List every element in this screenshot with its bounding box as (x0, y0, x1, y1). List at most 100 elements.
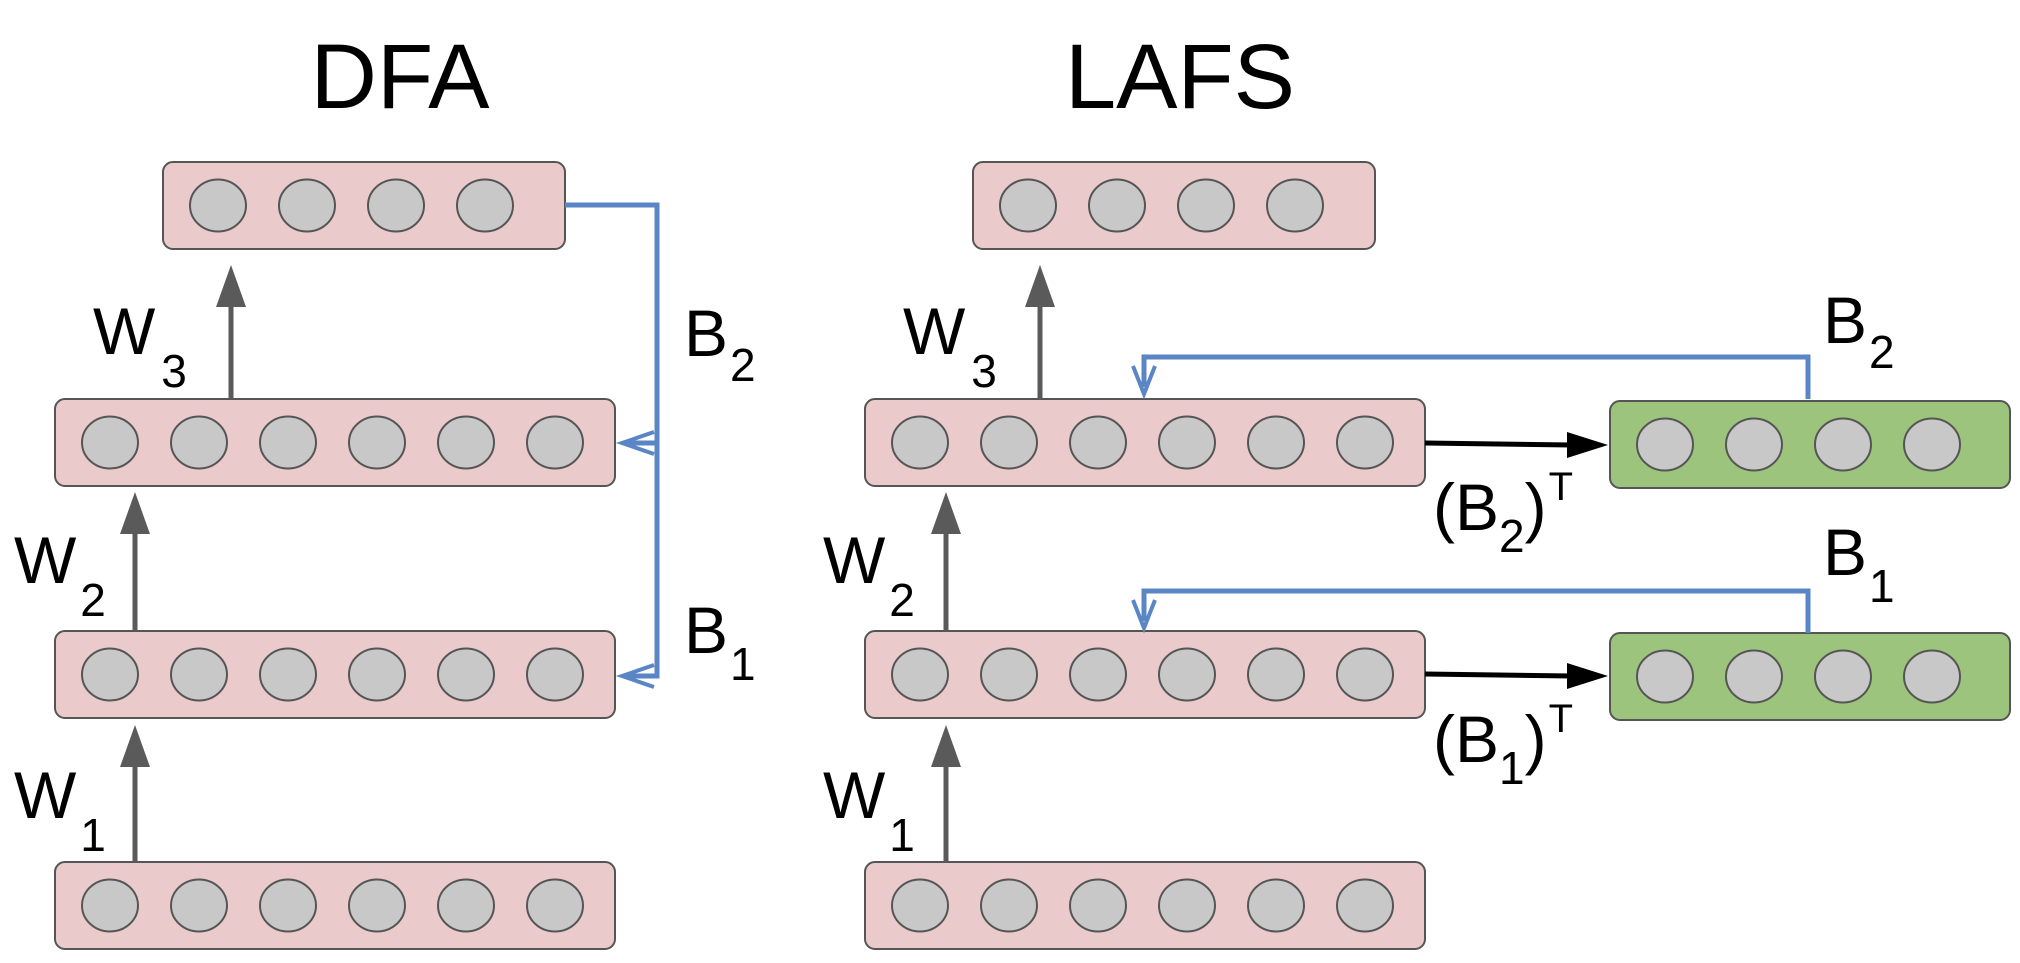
lafs-label-b2: B2 (1823, 283, 1895, 378)
lafs-hidden2-neuron (1069, 415, 1127, 470)
lafs-feedback-layer-1 (1609, 632, 2011, 721)
lafs-feedback2-neuron (1636, 417, 1694, 472)
dfa-hidden2-neuron (81, 415, 139, 470)
lafs-feedback1-neuron (1725, 649, 1783, 704)
lafs-label-b2-transpose: (B2)T (1433, 465, 1573, 562)
lafs-output-box (972, 161, 1376, 250)
dfa-output-neuron (367, 178, 425, 233)
dfa-input-layer (54, 861, 616, 950)
lafs-hidden2-neuron (1247, 415, 1305, 470)
dfa-label-w3: W3 (93, 294, 187, 397)
lafs-input-neuron (891, 878, 949, 933)
dfa-label-b1: B1 (684, 593, 756, 690)
dfa-hidden1-neuron (526, 647, 584, 702)
lafs-label-w1: W1 (823, 758, 915, 861)
dfa-input-neuron (526, 878, 584, 933)
lafs-hidden-layer-1 (864, 630, 1426, 719)
lafs-hidden2-neuron (980, 415, 1038, 470)
dfa-feedback-arrowhead-b1 (615, 663, 655, 689)
lafs-output-neuron (1177, 178, 1235, 233)
svg-text:W3: W3 (93, 294, 187, 397)
lafs-hidden1-neuron (1247, 647, 1305, 702)
lafs-output-neuron (1088, 178, 1146, 233)
svg-text:W2: W2 (14, 523, 106, 626)
lafs-network: W1 W2 W3 B2 B1 (B2)T (B1)T (823, 161, 2011, 950)
lafs-label-w3: W3 (903, 294, 997, 397)
lafs-input-neuron (1247, 878, 1305, 933)
lafs-feedback2-box (1609, 400, 2011, 489)
dfa-feedback-path (565, 202, 660, 689)
svg-text:(B1)T: (B1)T (1433, 697, 1573, 794)
lafs-feedback-arrowhead-b2 (1131, 365, 1157, 400)
lafs-feedback1-neuron (1636, 649, 1694, 704)
lafs-hidden1-neuron (891, 647, 949, 702)
lafs-feedback2-neuron (1814, 417, 1872, 472)
dfa-input-neuron (81, 878, 139, 933)
lafs-label-b1: B1 (1823, 515, 1895, 612)
svg-text:B2: B2 (684, 296, 756, 391)
dfa-hidden-layer-2 (54, 398, 616, 487)
svg-text:W3: W3 (903, 294, 997, 397)
svg-text:W1: W1 (14, 758, 106, 861)
dfa-forward-arrow-w3 (216, 265, 246, 399)
dfa-hidden2-neuron (348, 415, 406, 470)
dfa-output-neuron (278, 178, 336, 233)
dfa-hidden2-neuron (259, 415, 317, 470)
dfa-hidden1-neuron (259, 647, 317, 702)
dfa-label-w1: W1 (14, 758, 106, 861)
lafs-hidden1-neuron (1069, 647, 1127, 702)
lafs-input-layer (864, 861, 1426, 950)
dfa-forward-arrow-w1 (120, 725, 150, 862)
lafs-input-neuron (980, 878, 1038, 933)
svg-text:B1: B1 (684, 593, 756, 690)
dfa-hidden1-neuron (437, 647, 495, 702)
svg-text:B1: B1 (1823, 515, 1895, 612)
lafs-feedback2-neuron (1725, 417, 1783, 472)
lafs-hidden1-neuron (1336, 647, 1394, 702)
lafs-forward-arrow-w1 (931, 725, 961, 862)
lafs-forward-arrow-w3 (1025, 265, 1055, 399)
lafs-hidden-layer-2 (864, 398, 1426, 487)
dfa-hidden2-neuron (170, 415, 228, 470)
svg-text:(B2)T: (B2)T (1433, 465, 1573, 562)
lafs-hidden2-neuron (891, 415, 949, 470)
dfa-hidden1-neuron (170, 647, 228, 702)
dfa-output-layer (162, 161, 566, 250)
svg-text:W1: W1 (823, 758, 915, 861)
dfa-output-neuron (189, 178, 247, 233)
svg-text:B2: B2 (1823, 283, 1895, 378)
lafs-hidden2-neuron (1158, 415, 1216, 470)
lafs-hidden2-neuron (1336, 415, 1394, 470)
dfa-feedback-arrowhead-b2 (615, 430, 655, 456)
lafs-input-neuron (1158, 878, 1216, 933)
dfa-network: W1 W2 W3 B2 B1 (14, 161, 756, 950)
dfa-label-b2: B2 (684, 296, 756, 391)
dfa-input-neuron (437, 878, 495, 933)
lafs-feedback-layer-2 (1609, 400, 2011, 489)
lafs-feedback1-neuron (1903, 649, 1961, 704)
lafs-label-w2: W2 (823, 523, 915, 626)
dfa-input-neuron (348, 878, 406, 933)
lafs-feedback1-neuron (1814, 649, 1872, 704)
dfa-label-w2: W2 (14, 523, 106, 626)
svg-text:W2: W2 (823, 523, 915, 626)
lafs-output-neuron (999, 178, 1057, 233)
dfa-hidden-layer-1 (54, 630, 616, 719)
lafs-feedback-path-b2 (1131, 354, 1811, 400)
dfa-hidden2-neuron (526, 415, 584, 470)
dfa-forward-arrow-w2 (120, 492, 150, 631)
lafs-forward-arrow-w2 (931, 492, 961, 631)
lafs-input-neuron (1336, 878, 1394, 933)
lafs-label-b1-transpose: (B1)T (1433, 697, 1573, 794)
lafs-hidden1-neuron (980, 647, 1038, 702)
dfa-input-neuron (259, 878, 317, 933)
lafs-transpose-arrow-b2 (1424, 432, 1608, 458)
lafs-transpose-arrow-b1 (1424, 663, 1608, 689)
title-lafs: LAFS (1065, 26, 1295, 128)
dfa-output-neuron (456, 178, 514, 233)
dfa-input-neuron (170, 878, 228, 933)
dfa-hidden1-neuron (81, 647, 139, 702)
lafs-output-layer (972, 161, 1376, 250)
lafs-output-neuron (1266, 178, 1324, 233)
